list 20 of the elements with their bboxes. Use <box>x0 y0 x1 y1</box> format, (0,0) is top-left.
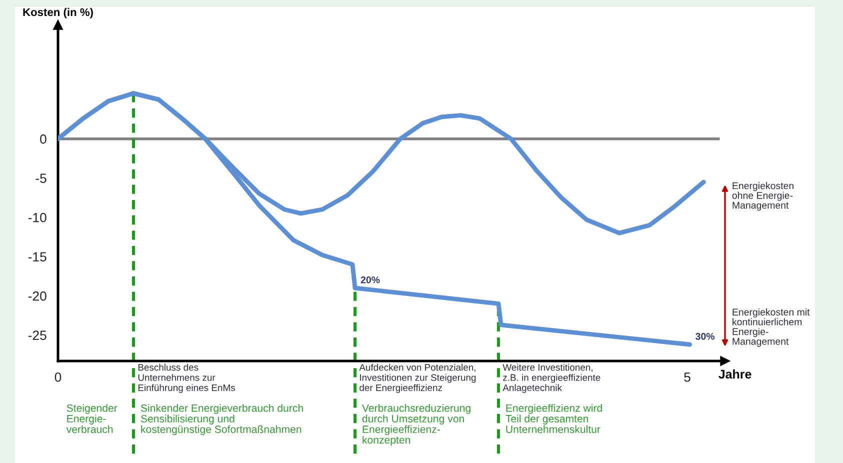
y-tick-label: -25 <box>28 330 46 340</box>
y-tick-label: -20 <box>28 291 46 301</box>
x-axis-title: Jahre <box>718 369 752 379</box>
text: Energieeffizienz wird Teil der gesamten Unternehmenskultur <box>506 404 602 434</box>
text: Energiekosten mit kontinuierlichem Energie- Management <box>732 308 810 347</box>
x-tick-label: 5 <box>684 372 690 382</box>
text: Steigender Energie- verbrauch <box>66 404 118 434</box>
y-axis-title: Kosten (in %) <box>23 8 93 18</box>
ref-line-label: Aufdecken von Potenzialen, Investitionen zur Steigerung der Energieeffizienz <box>359 364 476 393</box>
ref-line-label: Weitere Investitionen, z.B. in energieeffiziente Anlagetechnik <box>502 364 600 393</box>
ref-line-label: Beschluss des Unternehmens zur Einführung eines EnMs <box>138 364 235 393</box>
y-tick-label: -15 <box>28 252 46 262</box>
text: Energiekosten ohne Energie- Management <box>732 182 794 211</box>
y-tick-label: -5 <box>36 174 46 183</box>
y-tick-label: 0 <box>40 134 46 144</box>
text: Sinkender Energieverbrauch durch Sensibilisierung und kostengünstige Sofortmaßnahmen <box>140 404 303 436</box>
y-tick-label: -10 <box>28 212 46 222</box>
text: Verbrauchsreduzierung durch Umsetzung von Energieeffizienz- konzepten <box>362 404 470 446</box>
annotation: 20% <box>360 276 380 284</box>
annotation: 30% <box>696 332 715 340</box>
